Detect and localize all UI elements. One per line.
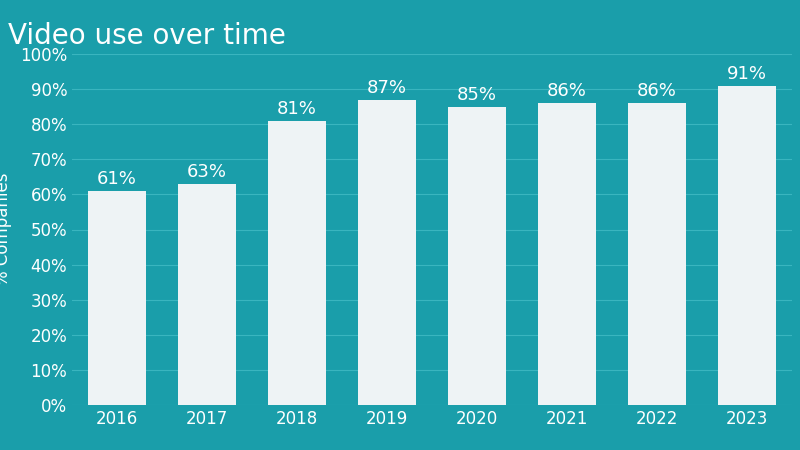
Bar — [268, 121, 326, 405]
Text: 91%: 91% — [727, 65, 767, 83]
Text: 61%: 61% — [97, 170, 137, 188]
Text: 86%: 86% — [547, 82, 587, 100]
Text: 86%: 86% — [637, 82, 677, 100]
Bar — [88, 191, 146, 405]
Bar — [178, 184, 236, 405]
Text: 85%: 85% — [457, 86, 497, 104]
Bar — [538, 103, 596, 405]
Bar — [628, 103, 686, 405]
Bar — [718, 86, 776, 405]
Bar — [448, 107, 506, 405]
Y-axis label: % Companies: % Companies — [0, 173, 11, 286]
Text: Video use over time: Video use over time — [8, 22, 286, 50]
Text: 63%: 63% — [187, 163, 227, 181]
Bar — [358, 99, 416, 405]
Text: 81%: 81% — [277, 100, 317, 118]
Text: 87%: 87% — [367, 79, 407, 97]
